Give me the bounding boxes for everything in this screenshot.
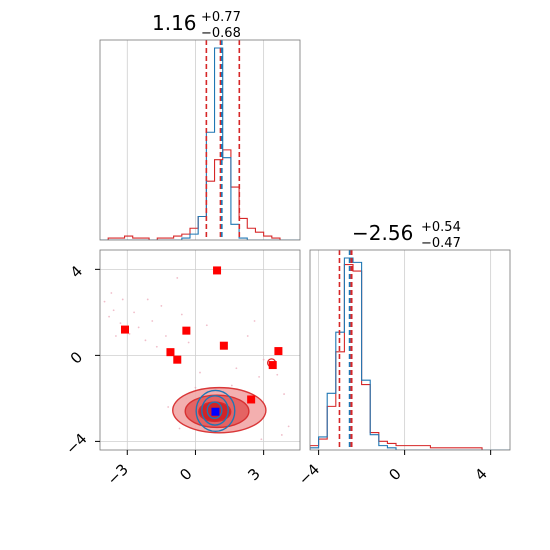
scatter-point-16	[187, 341, 190, 344]
scatter-point-35	[253, 320, 256, 322]
scatter-point-21	[258, 375, 260, 378]
scatter-point-23	[276, 373, 279, 376]
scatter-point-19	[235, 367, 238, 370]
title-1-plus: +0.77	[201, 10, 241, 25]
hist-1-series	[100, 40, 300, 240]
hist-2-series	[310, 250, 510, 450]
scatter-point-4	[119, 322, 122, 325]
scatter-point-11	[155, 345, 158, 348]
scatter-point-20	[246, 335, 249, 337]
red-marker-2	[182, 326, 191, 335]
title-2-plus: +0.54	[421, 220, 461, 235]
blue-contour-middle	[201, 395, 229, 426]
hist-2-red-series	[310, 263, 510, 450]
red-marker-3	[166, 348, 175, 357]
hist-2-xtick-label-1: 0	[385, 465, 404, 484]
scatter-point-7	[133, 311, 135, 314]
hist-1-grid	[126, 40, 265, 240]
blue-marker	[211, 407, 220, 416]
hist-1-red-series	[100, 149, 300, 240]
joint-xtick-label-0: −3	[104, 460, 132, 488]
joint-xtick-label-1: 0	[176, 465, 195, 484]
scatter-point-8	[137, 326, 140, 329]
scatter-point-30	[230, 384, 233, 387]
red-marker-0	[121, 325, 129, 334]
hist-2-grid	[318, 250, 492, 450]
hist-1-blue-series	[100, 47, 300, 240]
scatter-point-10	[151, 320, 154, 322]
scatter-point-6	[128, 332, 131, 335]
scatter-point-9	[144, 339, 147, 342]
scatter-point-13	[165, 335, 167, 337]
joint-xtick-label-2: 3	[244, 465, 263, 484]
scatter-point-34	[146, 298, 149, 301]
title-2-value: −2.56	[352, 221, 413, 245]
scatter-point-0	[103, 300, 106, 303]
title-1-minus: −0.68	[201, 26, 241, 41]
scatter-point-31	[194, 386, 197, 389]
hist-panel-param-2	[309, 249, 511, 451]
scatter-point-3	[115, 335, 117, 337]
hist-panel-param-1	[99, 39, 301, 241]
scatter-point-12	[160, 305, 163, 307]
joint-panel	[99, 249, 301, 451]
scatter-point-33	[110, 292, 113, 294]
title-1-value: 1.16	[152, 11, 197, 35]
scatter-point-24	[283, 393, 285, 395]
blue-contour-inner	[206, 401, 223, 420]
scatter-point-1	[108, 315, 110, 318]
red-marker-4	[173, 355, 182, 364]
title-param-2: −2.56 +0.54 −0.47	[352, 220, 461, 251]
joint-ytick-label-2: 4	[67, 262, 86, 281]
scatter-point-18	[205, 324, 208, 327]
title-2-minus: −0.47	[421, 236, 461, 251]
scatter-point-22	[262, 358, 265, 361]
red-marker-7	[268, 361, 277, 370]
scatter-point-2	[112, 309, 115, 312]
red-marker-6	[274, 347, 283, 356]
scatter-point-29	[260, 438, 263, 441]
scatter-point-32	[167, 406, 170, 408]
hist-2-frame	[309, 249, 511, 451]
blue-contour-outer	[195, 389, 236, 432]
hist-2-xtick-label-0: −4	[295, 460, 323, 488]
hist-1-frame	[99, 39, 301, 241]
red-marker-8	[247, 395, 256, 404]
joint-series	[103, 266, 290, 441]
joint-ytick-label-1: 0	[67, 348, 86, 367]
scatter-point-26	[280, 434, 283, 436]
scatter-point-14	[176, 277, 179, 279]
red-marker-5	[219, 341, 228, 350]
title-param-1: 1.16 +0.77 −0.68	[152, 10, 241, 41]
joint-ytick-label-0: −4	[62, 430, 90, 458]
red-marker-1	[213, 266, 222, 275]
scatter-point-5	[121, 298, 124, 301]
scatter-point-25	[287, 425, 290, 428]
hist-2-blue-series	[310, 257, 510, 450]
joint-frame	[99, 249, 301, 451]
axis-ticks: −3 0 3 −4 0 4 −4 0 4	[62, 262, 492, 489]
hist-2-xtick-label-2: 4	[471, 465, 490, 484]
scatter-point-28	[178, 427, 181, 430]
scatter-point-17	[199, 371, 201, 374]
scatter-point-15	[180, 313, 183, 316]
